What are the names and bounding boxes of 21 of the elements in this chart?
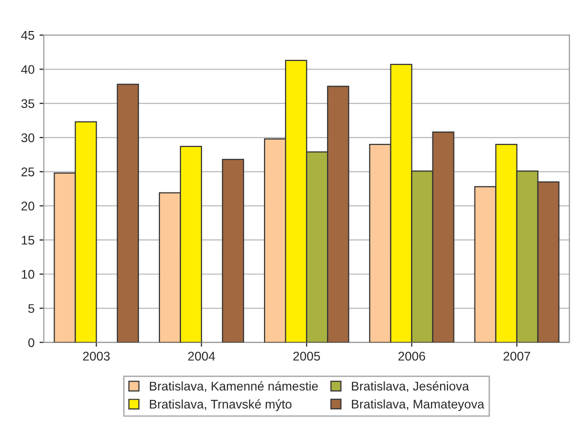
legend-label: Bratislava, Jeséniova [352,381,470,392]
y-tick-label: 30 [21,133,34,142]
y-tick-label: 20 [22,202,34,210]
x-tick-label: 2003 [83,352,110,361]
bar [222,158,244,342]
y-tick-label: 0 [28,338,34,348]
legend-label: Bratislava, Kamenné námestie [150,381,318,392]
y-tick-label: 15 [22,236,34,245]
bar [116,84,139,342]
y-tick-label: 25 [22,168,34,176]
x-tick-label: 2006 [398,352,426,361]
legend-label: Bratislava, Trnavské mýto [150,399,292,412]
legend-label: Bratislava, Mamateyova [352,399,484,412]
y-tick-label: 35 [21,99,34,108]
x-tick-label: 2004 [188,352,216,361]
y-tick-label: 45 [21,31,34,40]
y-tick-label: 40 [21,65,34,74]
x-tick-label: 2007 [504,352,530,361]
y-tick-label: 10 [22,270,34,279]
y-tick-label: 5 [28,304,34,313]
x-tick-label: 2005 [293,352,320,361]
